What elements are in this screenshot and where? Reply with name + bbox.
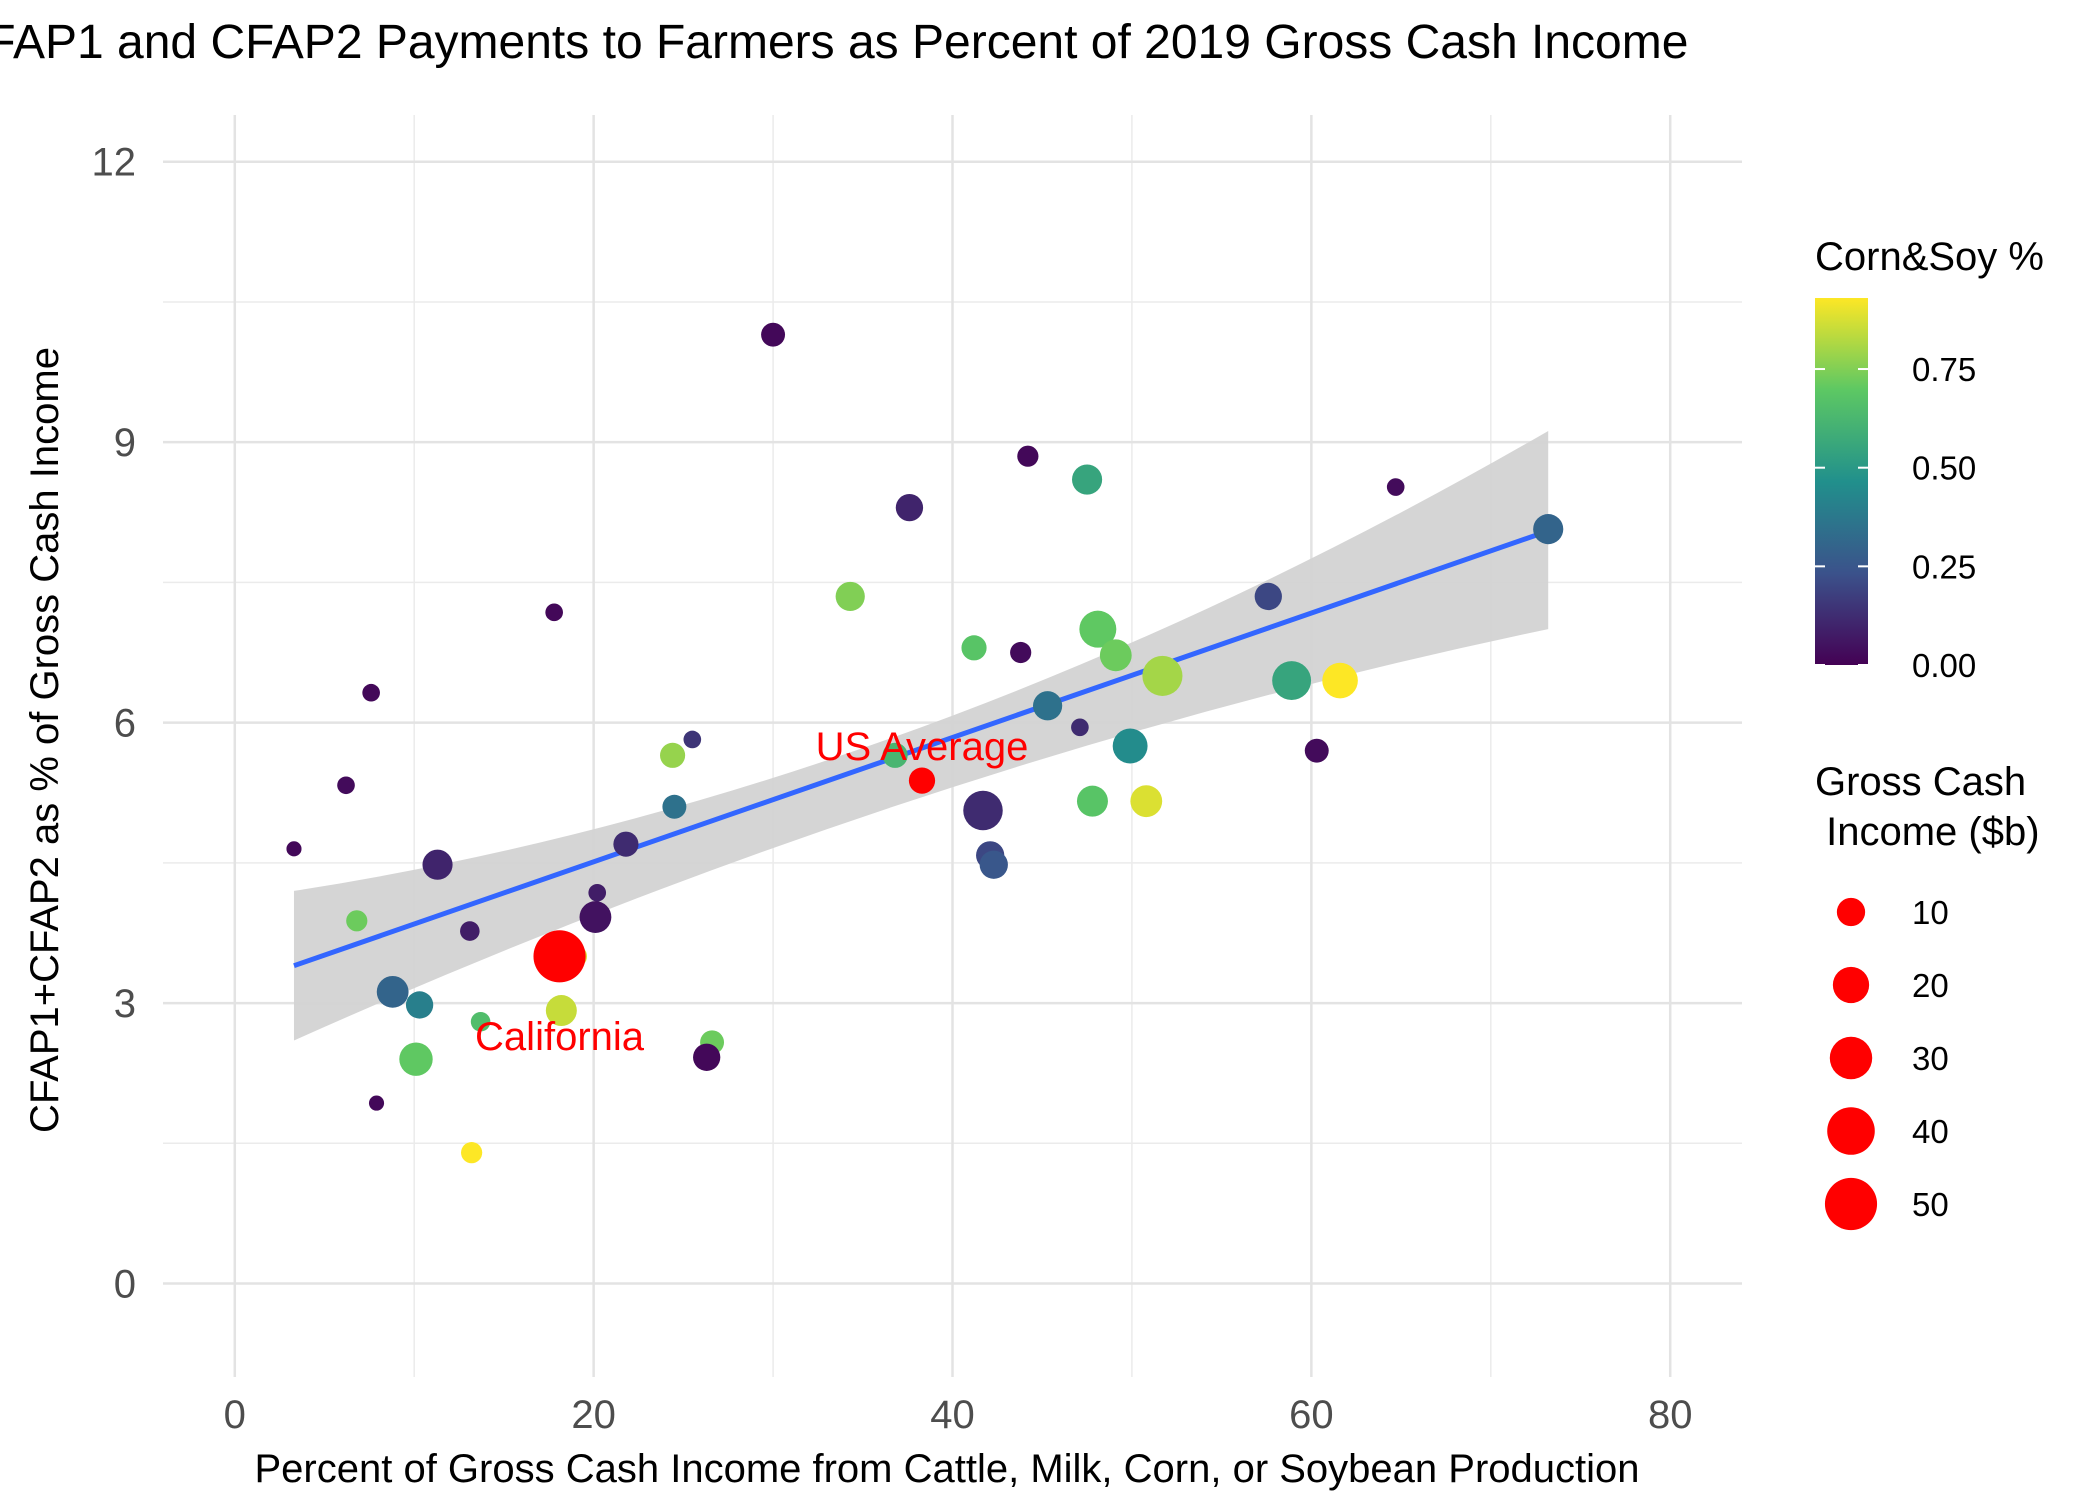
fit-line	[293, 528, 1550, 969]
data-point	[660, 742, 686, 768]
size-legend-items: 10 20 30 40 50	[1824, 894, 1949, 1231]
size-legend-dot	[1829, 1036, 1873, 1080]
size-legend: Gross Cash Income ($b) 10 20 30 40 50	[1815, 760, 2040, 1231]
data-point	[963, 790, 1003, 831]
data-point	[405, 991, 434, 1019]
data-point	[613, 831, 639, 857]
data-point	[895, 493, 924, 522]
annotation-label: California	[475, 1015, 645, 1059]
size-legend-label: 50	[1912, 1186, 1949, 1223]
x-axis-tick-labels: 0 20 40 60 80	[224, 1393, 1693, 1437]
major-gridlines	[163, 115, 1742, 1377]
data-point	[1272, 661, 1312, 701]
size-legend-label: 10	[1912, 894, 1949, 931]
y-axis-tick-labels: 0 3 6 9 12	[92, 141, 137, 1307]
data-point	[1071, 718, 1089, 737]
regression-line	[293, 528, 1550, 969]
data-point	[470, 1011, 491, 1032]
chart-title: CFAP1 and CFAP2 Payments to Farmers as P…	[0, 16, 1688, 69]
x-tick-label: 20	[571, 1393, 616, 1437]
data-point	[1010, 641, 1032, 664]
data-point	[1112, 728, 1148, 764]
data-point	[1130, 785, 1163, 818]
data-point	[376, 975, 409, 1008]
size-legend-label: 20	[1912, 967, 1949, 1004]
y-tick-label: 9	[114, 421, 136, 465]
size-legend-dot	[1832, 966, 1870, 1004]
x-tick-label: 0	[224, 1393, 246, 1437]
data-point	[1072, 464, 1103, 495]
data-point	[588, 883, 607, 902]
x-axis-label: Percent of Gross Cash Income from Cattle…	[254, 1447, 1639, 1491]
size-legend-dot	[1824, 1177, 1878, 1231]
data-point	[1254, 582, 1282, 611]
data-point	[368, 1095, 385, 1111]
y-tick-label: 6	[114, 702, 136, 746]
size-legend-dot	[1836, 897, 1866, 927]
color-legend-tick-label: 0.75	[1912, 351, 1976, 388]
data-point	[693, 1043, 721, 1071]
color-legend-title: Corn&Soy %	[1815, 235, 2044, 279]
data-point	[1533, 514, 1564, 545]
data-point	[683, 730, 702, 749]
y-axis-label: CFAP1+CFAP2 as % of Gross Cash Income	[23, 347, 67, 1133]
annotation-label: US Average	[816, 725, 1029, 769]
y-tick-label: 3	[114, 982, 136, 1026]
data-point	[1079, 610, 1117, 648]
data-point	[1142, 655, 1183, 696]
x-tick-label: 80	[1648, 1393, 1693, 1437]
data-point	[1017, 445, 1039, 467]
x-tick-label: 60	[1289, 1393, 1334, 1437]
color-legend-ticks: 0.00 0.25 0.50 0.75	[1815, 351, 1976, 684]
color-legend: Corn&Soy % 0.00 0.25 0.50 0.75	[1815, 235, 2044, 684]
data-point	[662, 794, 687, 819]
data-point	[399, 1042, 433, 1076]
highlight-point	[908, 767, 936, 794]
color-legend-tick-label: 0.00	[1912, 647, 1976, 684]
confidence-band	[293, 430, 1549, 1041]
color-legend-tick-label: 0.50	[1912, 450, 1976, 487]
color-legend-bar	[1815, 298, 1868, 665]
data-point	[337, 776, 355, 795]
data-point	[1304, 738, 1329, 763]
size-legend-title-line2: Income ($b)	[1815, 810, 2040, 854]
data-point	[1322, 662, 1358, 699]
data-point	[545, 995, 577, 1027]
data-point	[1076, 785, 1108, 817]
data-point	[961, 635, 987, 661]
data-point	[286, 841, 302, 857]
highlight-point	[533, 930, 586, 983]
size-legend-label: 40	[1912, 1113, 1949, 1150]
data-point	[1032, 691, 1063, 721]
y-tick-label: 12	[92, 141, 137, 185]
size-legend-label: 30	[1912, 1040, 1949, 1077]
size-legend-dot	[1827, 1107, 1875, 1155]
data-point	[882, 742, 908, 768]
data-point	[579, 901, 612, 933]
data-point	[979, 850, 1008, 879]
confidence-band-area	[293, 430, 1549, 1041]
data-point	[362, 683, 380, 702]
data-point	[545, 603, 563, 622]
x-tick-label: 40	[930, 1393, 975, 1437]
data-point	[461, 1142, 483, 1164]
data-point	[460, 921, 480, 941]
annotations: US Average California	[475, 725, 1028, 1059]
size-legend-title-line1: Gross Cash	[1815, 760, 2026, 804]
color-legend-tick-label: 0.25	[1912, 548, 1976, 585]
data-point	[346, 910, 368, 932]
data-point	[1099, 639, 1132, 672]
data-point	[1386, 478, 1405, 496]
data-points	[286, 322, 1564, 1164]
y-tick-label: 0	[114, 1263, 136, 1307]
data-point	[835, 581, 865, 612]
data-point	[761, 322, 786, 347]
data-point	[422, 849, 453, 880]
